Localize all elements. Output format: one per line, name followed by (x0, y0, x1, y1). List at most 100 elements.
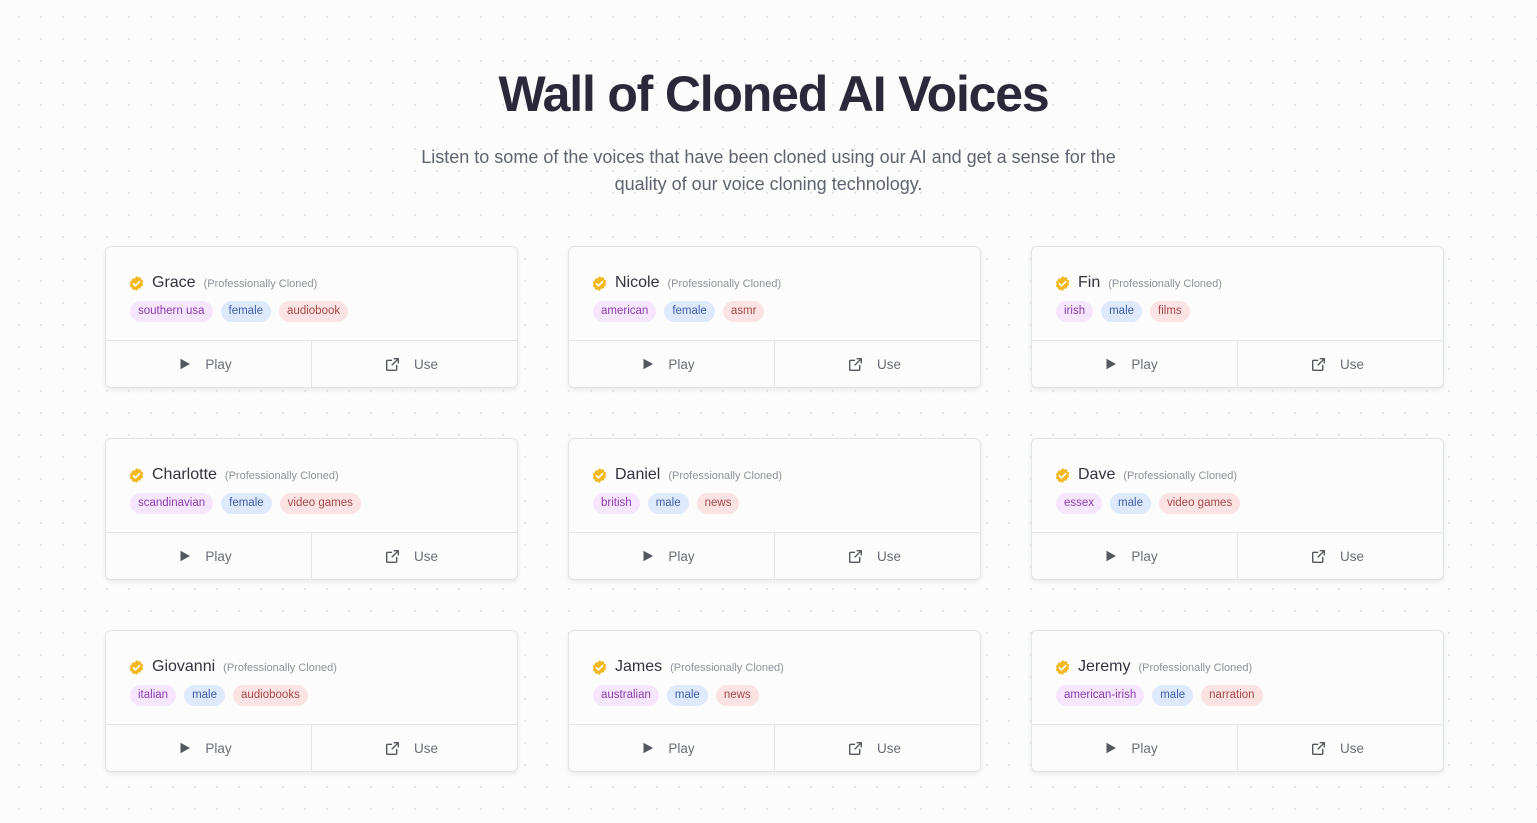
voice-title-row: Dave (Professionally Cloned) (1054, 463, 1419, 487)
accent-tag: irish (1056, 301, 1094, 322)
voice-card-actions: Play Use (106, 725, 517, 771)
voice-name: Jeremy (1078, 658, 1131, 675)
use-case-tag: video games (279, 493, 361, 514)
play-button[interactable]: Play (1032, 725, 1237, 771)
play-label: Play (205, 548, 232, 564)
accent-tag: american (593, 301, 657, 322)
verified-badge-icon (592, 659, 607, 675)
use-label: Use (1339, 548, 1364, 564)
voice-name: Daniel (615, 466, 661, 483)
verified-badge-icon (592, 275, 607, 291)
play-icon (643, 550, 654, 562)
play-label: Play (205, 740, 232, 756)
voice-name: Fin (1078, 274, 1101, 291)
use-label: Use (1339, 356, 1364, 372)
use-label: Use (876, 356, 901, 372)
use-case-tag: video games (1158, 493, 1241, 514)
external-link-icon (848, 549, 862, 563)
play-icon (180, 550, 191, 562)
play-label: Play (668, 740, 695, 756)
voice-title-row: Charlotte (Professionally Cloned) (128, 463, 493, 487)
use-label: Use (876, 548, 901, 564)
play-button[interactable]: Play (569, 725, 774, 771)
voice-title-row: Daniel (Professionally Cloned) (591, 463, 956, 487)
voice-clone-type: (Professionally Cloned) (668, 470, 783, 482)
voice-clone-type: (Professionally Cloned) (1138, 662, 1253, 674)
voice-card-actions: Play Use (106, 533, 517, 579)
voice-name: Giovanni (152, 658, 216, 675)
accent-tag: british (593, 493, 640, 514)
voice-card-header: Giovanni (Professionally Cloned) italian… (106, 631, 517, 725)
play-button[interactable]: Play (1032, 533, 1237, 579)
voice-card-header: Grace (Professionally Cloned) southern u… (106, 247, 517, 341)
voice-tags: southern usa female audiobook (130, 301, 493, 322)
use-label: Use (413, 548, 438, 564)
play-button[interactable]: Play (1032, 341, 1237, 387)
accent-tag: scandinavian (130, 493, 214, 514)
verified-badge-icon (129, 467, 144, 483)
play-button[interactable]: Play (569, 533, 774, 579)
use-button[interactable]: Use (1237, 341, 1443, 387)
external-link-icon (385, 549, 399, 563)
voice-name: Dave (1078, 466, 1116, 483)
use-button[interactable]: Use (311, 341, 517, 387)
verified-badge-icon (1055, 467, 1070, 483)
use-button[interactable]: Use (774, 533, 980, 579)
voice-card-header: Charlotte (Professionally Cloned) scandi… (106, 439, 517, 533)
voice-card-dave: Dave (Professionally Cloned) essex male … (1031, 438, 1444, 580)
use-button[interactable]: Use (774, 341, 980, 387)
accent-tag: essex (1056, 493, 1103, 514)
voice-card-header: Jeremy (Professionally Cloned) american-… (1032, 631, 1443, 725)
external-link-icon (385, 741, 399, 755)
voice-card-actions: Play Use (1032, 725, 1443, 771)
use-button[interactable]: Use (311, 533, 517, 579)
gender-tag: female (220, 301, 272, 322)
use-label: Use (876, 740, 901, 756)
use-label: Use (413, 740, 438, 756)
voice-clone-type: (Professionally Cloned) (224, 470, 339, 482)
play-icon (180, 358, 191, 370)
voice-card-actions: Play Use (106, 341, 517, 387)
use-case-tag: asmr (722, 301, 765, 322)
verified-badge-icon (592, 467, 607, 483)
page-subtitle: Listen to some of the voices that have b… (421, 147, 1116, 194)
voice-card-giovanni: Giovanni (Professionally Cloned) italian… (105, 630, 518, 772)
voice-card-daniel: Daniel (Professionally Cloned) british m… (568, 438, 981, 580)
voice-card-grace: Grace (Professionally Cloned) southern u… (105, 246, 518, 388)
use-button[interactable]: Use (774, 725, 980, 771)
use-button[interactable]: Use (1237, 533, 1443, 579)
voice-title-row: Grace (Professionally Cloned) (128, 271, 493, 295)
use-button[interactable]: Use (1237, 725, 1443, 771)
use-case-tag: films (1150, 301, 1190, 322)
voice-card-header: James (Professionally Cloned) australian… (569, 631, 980, 725)
voice-card-actions: Play Use (569, 725, 980, 771)
gender-tag: female (221, 493, 272, 514)
use-case-tag: audiobooks (233, 685, 308, 706)
play-button[interactable]: Play (106, 341, 311, 387)
gender-tag: male (184, 685, 225, 706)
hero-section: Wall of Cloned AI Voices Listen to some … (0, 64, 1537, 198)
voice-name: Nicole (615, 274, 660, 291)
gender-tag: female (664, 301, 715, 322)
voice-clone-type: (Professionally Cloned) (1108, 278, 1222, 290)
verified-badge-icon (1055, 659, 1070, 675)
gender-tag: male (1101, 301, 1143, 322)
voice-card-james: James (Professionally Cloned) australian… (568, 630, 981, 772)
voice-tags: british male news (593, 493, 956, 514)
play-button[interactable]: Play (106, 533, 311, 579)
gender-tag: male (666, 685, 708, 706)
play-label: Play (1131, 356, 1158, 372)
play-button[interactable]: Play (106, 725, 311, 771)
play-icon (1106, 550, 1117, 562)
voice-card-actions: Play Use (1032, 533, 1443, 579)
use-button[interactable]: Use (311, 725, 517, 771)
use-case-tag: audiobook (279, 301, 349, 322)
verified-badge-icon (129, 659, 144, 675)
voice-card-charlotte: Charlotte (Professionally Cloned) scandi… (105, 438, 518, 580)
external-link-icon (1311, 741, 1325, 755)
play-button[interactable]: Play (569, 341, 774, 387)
use-case-tag: news (715, 685, 759, 706)
play-icon (643, 742, 654, 754)
voice-title-row: Fin (Professionally Cloned) (1054, 271, 1419, 295)
voice-clone-type: (Professionally Cloned) (667, 278, 782, 290)
